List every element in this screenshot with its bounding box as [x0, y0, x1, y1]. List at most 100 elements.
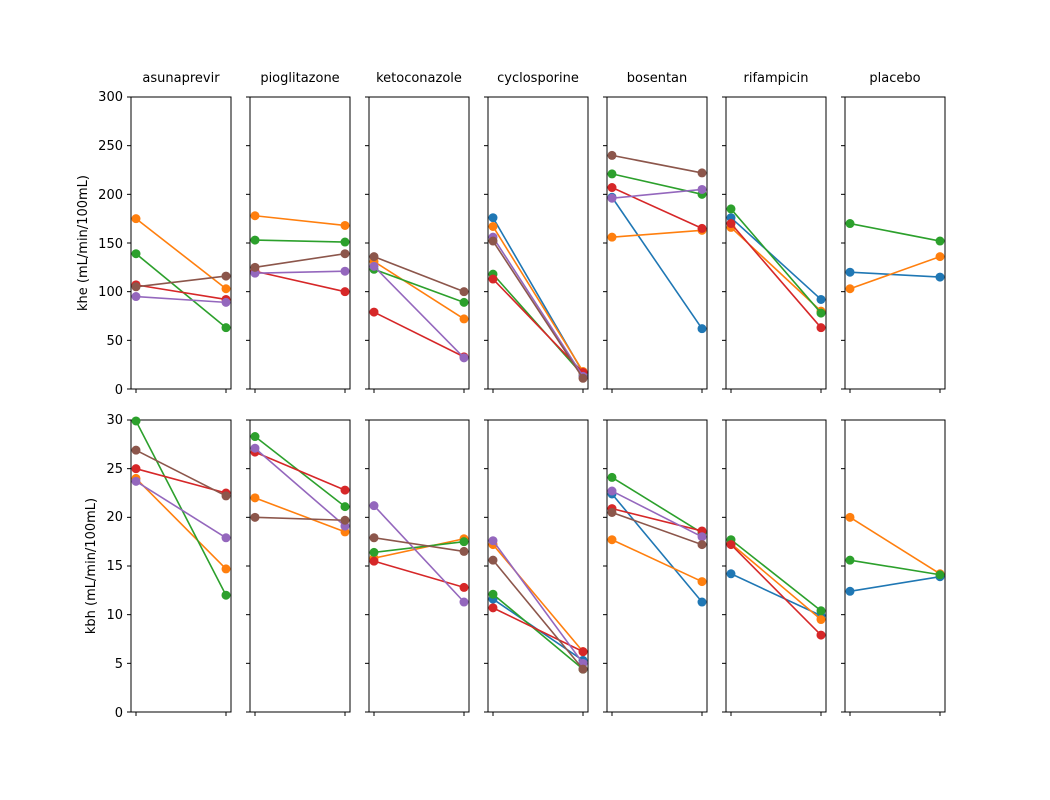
data-point [935, 252, 945, 262]
data-point [845, 284, 855, 294]
data-point [221, 297, 231, 307]
series-line [135, 449, 227, 497]
data-point [369, 501, 379, 511]
series-line [254, 252, 346, 269]
series-line [373, 311, 465, 358]
panel-frame [844, 419, 946, 713]
series-line [492, 540, 584, 664]
data-point [459, 314, 469, 324]
data-point [221, 533, 231, 543]
y-tick-label: 0 [115, 706, 123, 721]
series-line [611, 490, 703, 538]
data-point [845, 555, 855, 565]
series-line [135, 420, 227, 596]
panel-placebo-row1 [841, 419, 946, 716]
data-point [726, 204, 736, 214]
panel-rifampicin-row1 [722, 419, 827, 716]
y-tick-label: 150 [98, 237, 123, 252]
series-line [135, 480, 227, 539]
series-line [611, 229, 703, 238]
series-line [611, 493, 703, 603]
y-axis-label-kbh: kbh (mL/min/100mL) [84, 498, 99, 634]
series-line [135, 477, 227, 570]
series-line [730, 208, 822, 314]
panel-frame [249, 419, 351, 713]
data-point [369, 252, 379, 262]
data-point [369, 261, 379, 271]
series-line [849, 222, 941, 242]
series-line [492, 593, 584, 670]
series-line [730, 543, 822, 621]
data-point [488, 236, 498, 246]
y-axis-label-khe: khe (mL/min/100mL) [76, 175, 91, 311]
data-point [221, 271, 231, 281]
data-point [488, 555, 498, 565]
data-point [131, 249, 141, 259]
panel-ketoconazole-row1 [365, 419, 470, 716]
data-point [816, 294, 826, 304]
series-line [492, 559, 584, 670]
data-point [845, 512, 855, 522]
data-point [845, 267, 855, 277]
y-tick-label: 10 [106, 608, 123, 623]
series-line [730, 539, 822, 612]
panel-asunaprevir-row0 [127, 96, 232, 393]
data-point [340, 220, 350, 230]
data-point [726, 219, 736, 229]
data-point [935, 272, 945, 282]
panel-frame [487, 419, 589, 713]
data-point [340, 249, 350, 259]
data-point [488, 589, 498, 599]
data-point [131, 282, 141, 292]
data-point [816, 630, 826, 640]
series-line [254, 270, 346, 274]
data-point [131, 464, 141, 474]
panel-frame [725, 419, 827, 713]
series-line [373, 536, 465, 553]
data-point [459, 537, 469, 547]
data-point [459, 287, 469, 297]
series-line [730, 223, 822, 329]
panel-pioglitazone-row1 [246, 419, 351, 716]
data-point [459, 546, 469, 556]
panel-rifampicin-row0 [722, 96, 827, 393]
series-line [135, 253, 227, 329]
series-line [373, 537, 465, 559]
data-point [488, 274, 498, 284]
data-point [459, 297, 469, 307]
data-point [607, 472, 617, 482]
data-point [697, 532, 707, 542]
series-line [254, 447, 346, 527]
panel-title-cyclosporine: cyclosporine [497, 71, 579, 86]
series-line [373, 265, 465, 359]
y-tick-label: 15 [106, 559, 123, 574]
panel-title-ketoconazole: ketoconazole [376, 71, 462, 86]
data-point [697, 324, 707, 334]
data-point [131, 445, 141, 455]
panel-bosentan-row1 [603, 419, 708, 716]
panel-frame [368, 96, 470, 390]
y-tick-label: 50 [106, 334, 123, 349]
panel-bosentan-row0 [603, 96, 708, 393]
data-point [607, 193, 617, 203]
series-line [254, 497, 346, 533]
data-point [845, 219, 855, 229]
panel-frame [130, 419, 232, 713]
series-line [849, 271, 941, 278]
data-point [221, 590, 231, 600]
data-point [221, 564, 231, 574]
series-line [254, 270, 346, 293]
series-line [611, 511, 703, 546]
panel-frame [725, 96, 827, 390]
data-point [250, 493, 260, 503]
data-point [726, 569, 736, 579]
data-point [131, 476, 141, 486]
panel-ketoconazole-row0 [365, 96, 470, 393]
series-line [849, 559, 941, 576]
series-line [373, 540, 465, 554]
data-point [816, 615, 826, 625]
series-line [254, 451, 346, 491]
y-tick-label: 250 [98, 139, 123, 154]
panel-frame [844, 96, 946, 390]
